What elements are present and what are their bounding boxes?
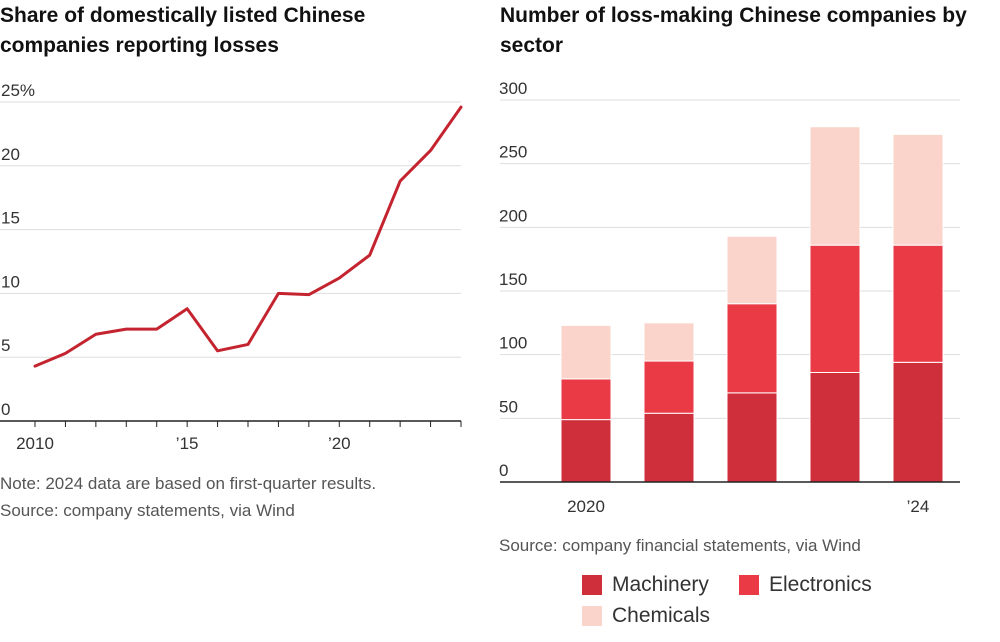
y-tick-label: 150 [499,270,527,289]
legend-swatch [582,606,602,626]
bar-segment-electronics [809,244,861,373]
bar-segment-electronics [892,244,944,363]
x-tick-label: 2010 [16,434,54,453]
y-tick-label: 200 [499,206,527,225]
y-tick-label: 20 [1,145,20,164]
left-chart-source: Source: company statements, via Wind [0,501,295,520]
bar-segment-chemicals [809,126,861,246]
bar-segment-electronics [643,360,695,414]
legend-item-electronics: Electronics [739,573,872,597]
y-tick-label: 5 [1,336,10,355]
legend-item-chemicals: Chemicals [582,604,710,628]
bar-segment-chemicals [643,322,695,362]
bar-segment-machinery [643,412,695,483]
left-chart-title: Share of domestically listed Chinese com… [0,4,366,57]
y-tick-label: 15 [1,209,20,228]
right-chart-title: Number of loss-making Chinese companies … [500,4,967,57]
bar-segment-electronics [560,378,612,421]
bar-segment-chemicals [726,235,778,305]
y-tick-label: 0 [499,461,508,480]
y-tick-label: 10 [1,272,20,291]
y-tick-label: 300 [499,79,527,98]
legend-label: Chemicals [612,604,711,627]
right-chart-source: Source: company financial statements, vi… [499,536,861,555]
bar-segment-chemicals [892,133,944,246]
bar-segment-electronics [726,303,778,394]
loss-makers-bar-chart: 300 250 200 150 100 50 0 2020 ’24 [499,79,960,516]
y-tick-label: 50 [499,397,518,416]
left-chart-notes: Note: 2024 data are based on first-quart… [0,470,376,524]
bar-segment-machinery [726,392,778,483]
legend-label: Machinery [612,573,709,596]
x-tick-label: ’15 [176,434,199,453]
y-tick-label: 0 [1,400,10,419]
x-tick-label: 2020 [567,497,605,516]
loss-share-line-chart: 25% 20 15 10 5 0 2010 ’15 ’20 [0,81,463,453]
x-tick-label: ’20 [328,434,351,453]
legend-swatch [582,575,602,595]
y-tick-label: 250 [499,143,527,162]
bar-segment-machinery [809,371,861,483]
bar-segment-machinery [892,361,944,483]
bar-segment-machinery [560,419,612,483]
legend-swatch [739,575,759,595]
left-chart-note: Note: 2024 data are based on first-quart… [0,474,377,493]
legend-item-machinery: Machinery [582,573,709,597]
y-tick-label: 25% [1,81,35,100]
bar-segment-chemicals [560,324,612,380]
legend-label: Electronics [769,573,872,596]
y-tick-label: 100 [499,334,527,353]
series-line [33,105,463,368]
x-tick-label: ’24 [907,497,930,516]
